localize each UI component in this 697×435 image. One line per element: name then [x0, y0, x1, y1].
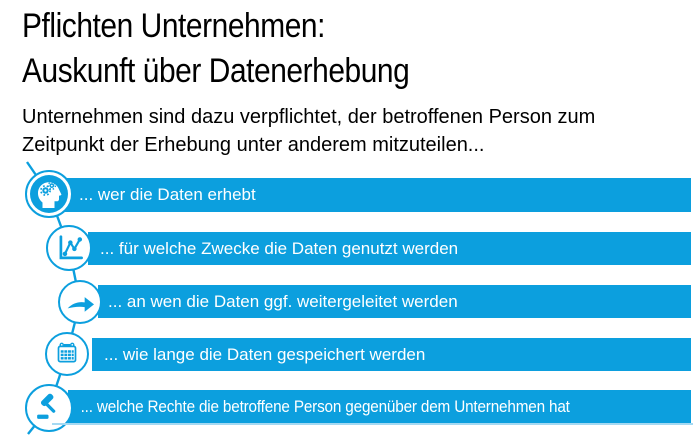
list-item: ... welche Rechte die betroffene Person …	[68, 390, 691, 423]
title-line-1: Pflichten Unternehmen:	[22, 7, 325, 45]
list-item-label: ... wer die Daten erhebt	[79, 185, 256, 204]
line-chart-icon	[46, 225, 92, 271]
intro-line-1: Unternehmen sind dazu verpflichtet, der …	[22, 106, 596, 128]
head-gears-icon	[25, 170, 73, 218]
intro-line-2: Zeitpunkt der Erhebung unter anderem mit…	[22, 134, 485, 156]
list-item: ... an wen die Daten ggf. weitergeleitet…	[98, 285, 691, 318]
intro-text: Unternehmen sind dazu verpflichtet, der …	[22, 103, 595, 159]
list-item-label: ... für welche Zwecke die Daten genutzt …	[100, 238, 459, 258]
title-line-2: Auskunft über Datenerhebung	[22, 52, 410, 90]
list-item-label: ... wie lange die Daten gespeichert werd…	[104, 344, 426, 364]
list-item: ... für welche Zwecke die Daten genutzt …	[88, 232, 691, 265]
calendar-icon	[45, 332, 89, 376]
list-item-label: ... an wen die Daten ggf. weitergeleitet…	[108, 291, 458, 311]
arrow-right-icon	[58, 280, 102, 324]
list-item-label: ... welche Rechte die betroffene Person …	[80, 396, 570, 416]
page-title: Pflichten Unternehmen: Auskunft über Dat…	[22, 4, 410, 94]
list-item: ... wie lange die Daten gespeichert werd…	[92, 338, 691, 371]
list-item: ... wer die Daten erhebt	[65, 178, 691, 212]
bar-shadow-line	[52, 423, 693, 425]
